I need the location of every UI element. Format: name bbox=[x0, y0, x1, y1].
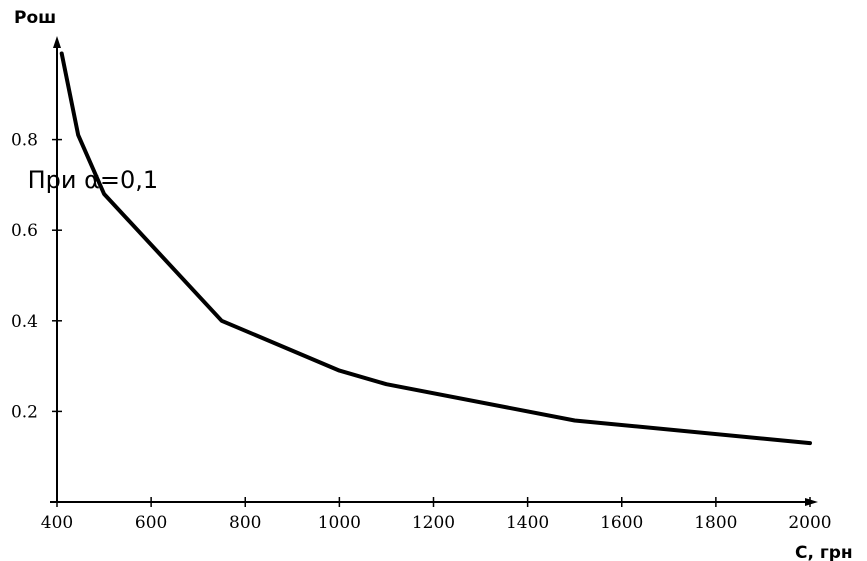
x-tick-label: 1600 bbox=[600, 513, 643, 533]
x-tick-label: 800 bbox=[229, 513, 261, 533]
y-tick-label: 0.2 bbox=[11, 402, 38, 422]
x-axis-title: С, грн bbox=[795, 543, 853, 561]
x-tick-label: 600 bbox=[135, 513, 167, 533]
y-tick-label: 0.8 bbox=[11, 131, 38, 151]
x-tick-label: 1000 bbox=[318, 513, 361, 533]
y-axis-title: Рош bbox=[14, 8, 56, 28]
x-axis-arrow bbox=[805, 498, 818, 506]
curve-annotation: При α=0,1 bbox=[28, 166, 159, 194]
y-ticks: 0.2 0.4 0.6 0.8 bbox=[11, 131, 62, 422]
y-axis-arrow bbox=[53, 36, 61, 48]
x-tick-label: 2000 bbox=[788, 513, 831, 533]
x-tick-label: 1200 bbox=[412, 513, 455, 533]
x-ticks: 400 600 800 1000 1200 1400 1600 1800 2000 bbox=[41, 497, 832, 533]
axes bbox=[50, 36, 818, 506]
series-layer bbox=[59, 51, 812, 446]
series-line bbox=[59, 51, 812, 446]
x-tick-label: 1800 bbox=[694, 513, 737, 533]
y-tick-label: 0.4 bbox=[11, 312, 38, 332]
y-tick-label: 0.6 bbox=[11, 221, 38, 241]
x-tick-label: 400 bbox=[41, 513, 73, 533]
x-tick-label: 1400 bbox=[506, 513, 549, 533]
